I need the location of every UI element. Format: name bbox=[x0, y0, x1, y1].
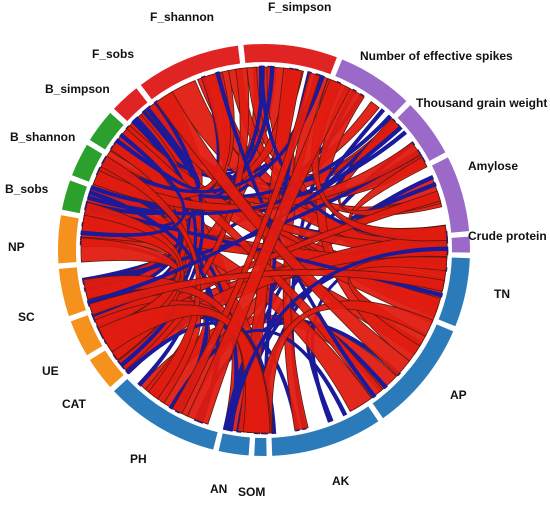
node-label: B_sobs bbox=[5, 182, 49, 196]
ring-segment bbox=[111, 376, 220, 453]
chord bbox=[171, 72, 321, 415]
node-label: Number of effective spikes bbox=[360, 49, 513, 63]
ring-segment bbox=[436, 255, 472, 329]
node-label: CAT bbox=[62, 397, 86, 411]
node-label: SC bbox=[18, 310, 35, 324]
chord bbox=[155, 91, 411, 377]
ring-segment bbox=[252, 435, 269, 458]
chord bbox=[186, 78, 351, 425]
node-label: F_sobs bbox=[92, 47, 134, 61]
ring-segment bbox=[87, 110, 127, 153]
ring-segment bbox=[138, 43, 243, 103]
node-label: AK bbox=[332, 474, 350, 488]
chord bbox=[227, 246, 449, 432]
node-label: TN bbox=[494, 287, 510, 301]
ring-segment bbox=[241, 42, 340, 77]
node-label: F_simpson bbox=[268, 0, 331, 14]
chord bbox=[114, 106, 201, 190]
node-label: B_shannon bbox=[10, 130, 75, 144]
chord bbox=[117, 67, 250, 371]
ring-segment bbox=[429, 154, 472, 235]
ring-segment bbox=[59, 177, 90, 216]
chord bbox=[100, 155, 201, 400]
ring-segment bbox=[69, 142, 106, 185]
ring-segment bbox=[269, 403, 382, 458]
node-label: Crude protein bbox=[468, 229, 547, 243]
chord bbox=[80, 132, 186, 238]
ring-segment bbox=[68, 312, 106, 358]
node-label: AP bbox=[450, 388, 467, 402]
chord bbox=[88, 269, 445, 316]
node-label: NP bbox=[8, 240, 25, 254]
node-label: PH bbox=[130, 452, 147, 466]
node-label: SOM bbox=[238, 485, 265, 499]
ring-segment bbox=[56, 265, 89, 319]
chords bbox=[79, 65, 449, 435]
ring-segment bbox=[216, 431, 253, 458]
node-label: B_simpson bbox=[45, 82, 110, 96]
ring-segment bbox=[111, 85, 151, 124]
chord bbox=[86, 130, 408, 216]
node-label: Amylose bbox=[468, 159, 518, 173]
ring-segment bbox=[56, 212, 81, 266]
node-label: F_shannon bbox=[150, 10, 214, 24]
ring-segment bbox=[332, 56, 410, 117]
ring-segment bbox=[87, 347, 127, 390]
ring-segment bbox=[449, 234, 472, 255]
chord bbox=[86, 125, 403, 305]
node-label: AN bbox=[210, 482, 227, 496]
ring-segment bbox=[394, 102, 449, 164]
node-label: UE bbox=[42, 364, 59, 378]
ring-segment bbox=[369, 321, 456, 421]
chord bbox=[98, 304, 271, 434]
node-label: Thousand grain weight bbox=[416, 96, 547, 110]
